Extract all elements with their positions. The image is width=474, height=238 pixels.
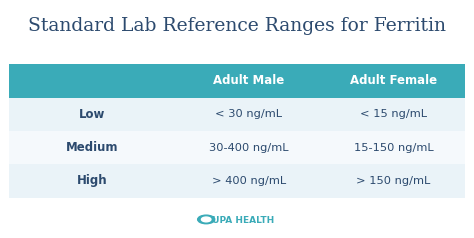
Text: Medium: Medium bbox=[66, 141, 118, 154]
Text: 30-400 ng/mL: 30-400 ng/mL bbox=[209, 143, 289, 153]
Text: > 150 ng/mL: > 150 ng/mL bbox=[356, 176, 430, 186]
Text: < 30 ng/mL: < 30 ng/mL bbox=[215, 109, 283, 119]
Text: Adult Female: Adult Female bbox=[350, 74, 437, 87]
Text: Standard Lab Reference Ranges for Ferritin: Standard Lab Reference Ranges for Ferrit… bbox=[28, 17, 446, 35]
Text: High: High bbox=[77, 174, 108, 187]
Text: < 15 ng/mL: < 15 ng/mL bbox=[360, 109, 427, 119]
Text: RUPA HEALTH: RUPA HEALTH bbox=[200, 216, 274, 225]
Text: Adult Male: Adult Male bbox=[213, 74, 284, 87]
Text: Low: Low bbox=[79, 108, 106, 121]
Text: > 400 ng/mL: > 400 ng/mL bbox=[212, 176, 286, 186]
Text: 15-150 ng/mL: 15-150 ng/mL bbox=[354, 143, 433, 153]
